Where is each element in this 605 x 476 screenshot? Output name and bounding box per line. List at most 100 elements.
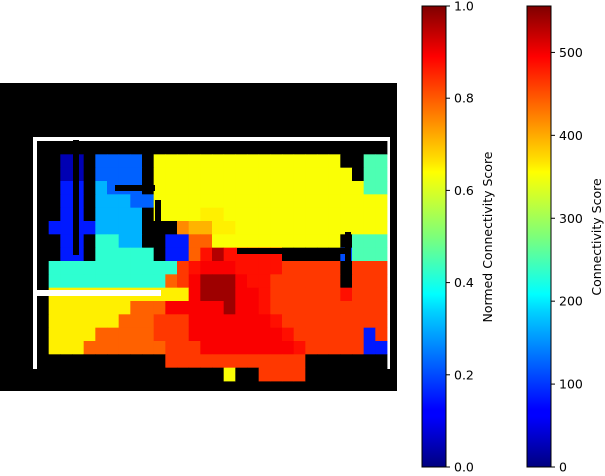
heatmap-cell bbox=[130, 367, 143, 382]
heatmap-cell bbox=[282, 341, 295, 355]
heatmap-cell bbox=[118, 141, 131, 155]
heatmap-cell bbox=[200, 221, 213, 235]
heatmap-cell bbox=[235, 141, 248, 155]
heatmap-cell bbox=[235, 207, 248, 222]
heatmap-cell bbox=[270, 367, 283, 382]
heatmap-cell bbox=[188, 314, 201, 329]
heatmap-cell bbox=[340, 314, 353, 329]
heatmap-cell bbox=[293, 221, 306, 235]
heatmap-cell bbox=[153, 154, 166, 169]
heatmap-cell bbox=[95, 154, 108, 169]
heatmap-cell bbox=[363, 367, 376, 382]
heatmap-cell bbox=[375, 141, 388, 155]
heatmap-cell bbox=[48, 141, 61, 155]
heatmap-cell bbox=[317, 181, 330, 195]
heatmap-cell bbox=[37, 141, 50, 155]
heatmap-cell bbox=[142, 221, 155, 235]
heatmap-cell bbox=[212, 141, 225, 155]
heatmap-cell bbox=[223, 314, 236, 329]
heatmap-cell bbox=[188, 354, 201, 369]
heatmap-cell bbox=[235, 287, 248, 302]
heatmap-cell bbox=[200, 367, 213, 382]
heatmap-cell bbox=[375, 341, 388, 355]
heatmap-cell bbox=[37, 327, 50, 342]
heatmap-cell bbox=[118, 341, 131, 355]
heatmap-cells bbox=[37, 141, 388, 382]
heatmap-cell bbox=[130, 341, 143, 355]
heatmap-cell bbox=[270, 274, 283, 289]
heatmap-cell bbox=[235, 327, 248, 342]
heatmap-cell bbox=[200, 247, 213, 262]
heatmap-cell bbox=[247, 354, 260, 369]
heatmap-cell bbox=[95, 247, 108, 262]
heatmap-cell bbox=[223, 341, 236, 355]
heatmap-cell bbox=[293, 167, 306, 182]
heatmap-cell bbox=[305, 274, 318, 289]
heatmap-cell bbox=[212, 221, 225, 235]
heatmap-cell bbox=[317, 327, 330, 342]
heatmap-cell bbox=[48, 261, 61, 275]
heatmap-cell bbox=[142, 274, 155, 289]
heatmap-cell bbox=[293, 207, 306, 222]
heatmap-cell bbox=[375, 247, 388, 262]
heatmap-cell bbox=[130, 167, 143, 182]
heatmap-cell bbox=[352, 367, 365, 382]
heatmap-cell bbox=[83, 154, 96, 169]
heatmap-cell bbox=[258, 181, 271, 195]
heatmap-cell bbox=[352, 194, 365, 209]
heatmap-cell bbox=[107, 194, 120, 209]
heatmap-cell bbox=[247, 314, 260, 329]
heatmap-cell bbox=[142, 354, 155, 369]
heatmap-cell bbox=[165, 207, 178, 222]
heatmap-cell bbox=[130, 274, 143, 289]
heatmap-cell bbox=[235, 354, 248, 369]
heatmap-cell bbox=[153, 367, 166, 382]
heatmap-cell bbox=[317, 314, 330, 329]
heatmap-cell bbox=[258, 194, 271, 209]
heatmap-cell bbox=[165, 261, 178, 275]
colorbar-raw-tick-label: 400 bbox=[559, 128, 583, 143]
heatmap-cell bbox=[95, 341, 108, 355]
heatmap-cell bbox=[317, 141, 330, 155]
heatmap-cell bbox=[328, 287, 341, 302]
colorbar-raw-gradient bbox=[526, 5, 552, 468]
heatmap-cell bbox=[293, 367, 306, 382]
heatmap-cell bbox=[270, 207, 283, 222]
heatmap-cell bbox=[270, 341, 283, 355]
heatmap-cell bbox=[142, 234, 155, 249]
heatmap-cell bbox=[282, 167, 295, 182]
heatmap-cell bbox=[223, 354, 236, 369]
heatmap-cell bbox=[375, 301, 388, 315]
heatmap-cell bbox=[282, 287, 295, 302]
colorbar-raw-ticks: 0 100 200 300 400 500 bbox=[551, 45, 583, 475]
heatmap-cell bbox=[177, 167, 190, 182]
heatmap-cell bbox=[270, 221, 283, 235]
heatmap-cell bbox=[340, 141, 353, 155]
heatmap-cell bbox=[118, 247, 131, 262]
heatmap-cell bbox=[258, 274, 271, 289]
heatmap-cell bbox=[223, 167, 236, 182]
heatmap-cell bbox=[95, 167, 108, 182]
heatmap-cell bbox=[72, 341, 85, 355]
heatmap-cell bbox=[130, 327, 143, 342]
heatmap-cell bbox=[60, 314, 73, 329]
heatmap-cell bbox=[212, 261, 225, 275]
heatmap-cell bbox=[328, 327, 341, 342]
heatmap-cell bbox=[142, 167, 155, 182]
colorbar-normed-tick-label: 0.0 bbox=[454, 460, 474, 475]
heatmap-cell bbox=[258, 327, 271, 342]
heatmap-cell bbox=[118, 354, 131, 369]
heatmap-cell bbox=[328, 261, 341, 275]
heatmap-cell bbox=[223, 181, 236, 195]
heatmap-cell bbox=[153, 301, 166, 315]
heatmap-cell bbox=[375, 194, 388, 209]
heatmap-cell bbox=[153, 167, 166, 182]
heatmap-cell bbox=[177, 301, 190, 315]
heatmap-cell bbox=[305, 287, 318, 302]
heatmap-cell bbox=[188, 207, 201, 222]
heatmap-cell bbox=[177, 181, 190, 195]
heatmap-cell bbox=[107, 234, 120, 249]
heatmap-cell bbox=[247, 274, 260, 289]
heatmap-cell bbox=[258, 314, 271, 329]
heatmap-cell bbox=[282, 234, 295, 249]
